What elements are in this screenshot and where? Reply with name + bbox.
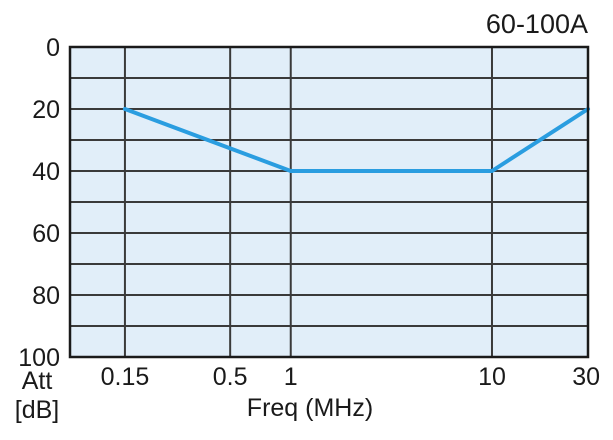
series-line	[122, 107, 590, 173]
plot-frame	[68, 45, 590, 359]
y-axis-unit: [dB]	[15, 396, 59, 424]
y-tick-label: 60	[32, 220, 60, 248]
horizontal-grid	[70, 77, 588, 327]
y-tick-labels: 0 20 40 60 80 100	[18, 34, 60, 372]
y-tick-label: 0	[46, 34, 60, 62]
x-tick-label: 10	[478, 363, 506, 391]
x-tick-label: 0.5	[213, 363, 248, 391]
chart-title: 60-100A	[486, 9, 588, 39]
series-group	[122, 107, 590, 173]
x-tick-label: 0.15	[101, 363, 150, 391]
x-tick-label: 1	[284, 363, 298, 391]
y-axis-label: Att	[22, 367, 53, 395]
x-tick-label: 30	[572, 363, 600, 391]
y-tick-label: 80	[32, 282, 60, 310]
y-tick-label: 40	[32, 158, 60, 186]
x-tick-labels: 0.15 0.5 1 10 30	[101, 363, 600, 391]
vertical-grid	[123, 47, 493, 357]
y-tick-label: 20	[32, 96, 60, 124]
x-axis-label: Freq (MHz)	[247, 394, 373, 422]
y-tick-label: 100	[18, 344, 60, 372]
